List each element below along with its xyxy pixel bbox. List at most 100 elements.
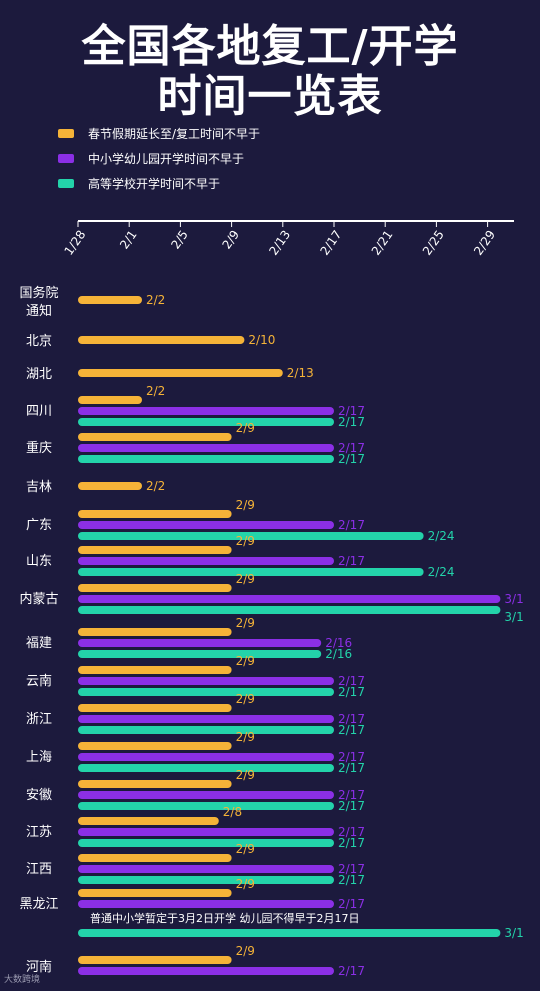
data-label-university: 2/24: [428, 529, 455, 543]
data-label-holiday: 2/9: [236, 842, 255, 856]
data-label-holiday: 2/9: [236, 572, 255, 586]
bar-university: [78, 726, 334, 734]
data-label-holiday: 2/9: [236, 730, 255, 744]
data-label-holiday: 2/9: [236, 654, 255, 668]
bar-holiday: [78, 742, 232, 750]
x-tick-label: 2/5: [168, 228, 191, 252]
bar-school: [78, 791, 334, 799]
bar-school: [78, 715, 334, 723]
region-label: 四川: [26, 404, 52, 419]
chart-title-line1: 全国各地复工/开学: [81, 21, 459, 72]
bar-university: [78, 532, 424, 540]
region-label: 河南: [26, 959, 52, 975]
data-label-school: 2/17: [338, 712, 365, 726]
bar-university: [78, 764, 334, 772]
data-label-holiday: 2/10: [248, 333, 275, 347]
bar-holiday: [78, 396, 142, 404]
data-label-holiday: 2/2: [146, 479, 165, 493]
bar-holiday: [78, 433, 232, 441]
data-label-holiday: 2/9: [236, 768, 255, 782]
x-tick-label: 1/28: [62, 228, 89, 258]
data-label-holiday: 2/9: [236, 692, 255, 706]
region-label: 福建: [26, 636, 52, 651]
bar-school: [78, 828, 334, 836]
bar-holiday: [78, 889, 232, 897]
legend-swatch-purple: [58, 153, 74, 163]
bar-holiday: [78, 704, 232, 712]
legend-swatch-orange: [58, 128, 74, 138]
bar-university: [78, 650, 322, 658]
bar-holiday: [78, 817, 219, 825]
bar-school: [78, 595, 501, 603]
x-tick-label: 2/29: [471, 228, 498, 258]
region-label: 内蒙古: [19, 591, 58, 607]
bar-university: [78, 802, 334, 810]
bar-holiday: [78, 369, 283, 377]
bar-school: [78, 677, 334, 685]
legend-item-holiday: 春节假期延长至/复工时间不早于: [58, 124, 260, 142]
legend-label-school: 中小学幼儿园开学时间不早于: [88, 151, 245, 166]
data-label-university: 2/17: [338, 761, 365, 775]
region-label: 山东: [26, 554, 52, 569]
legend-item-university: 高等学校开学时间不早于: [58, 174, 220, 192]
region-label: 国务院通知: [19, 285, 58, 319]
region-label: 江苏: [26, 824, 52, 840]
data-label-university: 3/1: [504, 610, 523, 624]
region-label: 江西: [26, 862, 52, 877]
bar-holiday: [78, 296, 142, 304]
data-label-school: 2/17: [338, 441, 365, 455]
chart-title-line2: 时间一览表: [157, 71, 383, 122]
x-tick-label: 2/25: [420, 228, 447, 258]
bar-school: [78, 900, 334, 908]
bar-holiday: [78, 336, 245, 344]
data-label-holiday: 2/9: [236, 944, 255, 958]
data-label-school: 2/17: [338, 862, 365, 876]
legend-swatch-teal: [58, 178, 74, 188]
data-label-university: 2/17: [338, 723, 365, 737]
data-label-university: 2/17: [338, 452, 365, 466]
data-label-holiday: 2/9: [236, 877, 255, 891]
bar-holiday: [78, 854, 232, 862]
x-tick-label: 2/9: [220, 228, 243, 252]
annotation-text: 普通中小学暂定于3月2日开学 幼儿园不得早于2月17日: [90, 911, 360, 925]
bar-university: [78, 688, 334, 696]
data-label-school: 2/17: [338, 554, 365, 568]
bar-holiday: [78, 482, 142, 490]
bar-university: [78, 839, 334, 847]
bar-holiday: [78, 628, 232, 636]
bar-school: [78, 967, 334, 975]
data-label-holiday: 2/9: [236, 498, 255, 512]
bar-university: [78, 876, 334, 884]
data-label-university: 2/17: [338, 799, 365, 813]
data-label-holiday: 2/8: [223, 805, 242, 819]
bar-school: [78, 521, 334, 529]
data-label-school: 2/17: [338, 674, 365, 688]
legend-item-school: 中小学幼儿园开学时间不早于: [58, 149, 244, 167]
data-label-school: 3/1: [504, 592, 523, 606]
bar-school: [78, 557, 334, 565]
data-label-school: 2/17: [338, 404, 365, 418]
data-label-university: 2/17: [338, 415, 365, 429]
bar-holiday: [78, 546, 232, 554]
region-label: 北京: [26, 334, 52, 349]
data-label-university: 3/1: [504, 926, 523, 940]
bar-university: [78, 929, 501, 937]
region-label: 吉林: [26, 480, 52, 495]
bar-university: [78, 418, 334, 426]
data-label-university: 2/17: [338, 873, 365, 887]
bar-school: [78, 407, 334, 415]
region-label: 黑龙江: [19, 897, 58, 912]
data-label-holiday: 2/9: [236, 421, 255, 435]
legend-label-holiday: 春节假期延长至/复工时间不早于: [88, 126, 261, 141]
bar-holiday: [78, 956, 232, 964]
region-label: 重庆: [26, 440, 52, 456]
data-label-university: 2/16: [325, 647, 352, 661]
legend-label-university: 高等学校开学时间不早于: [88, 176, 221, 191]
bar-school: [78, 639, 322, 647]
region-label: 浙江: [26, 712, 52, 727]
bar-school: [78, 753, 334, 761]
bar-university: [78, 455, 334, 463]
data-label-university: 2/17: [338, 685, 365, 699]
watermark: 大数跨境: [4, 975, 41, 985]
